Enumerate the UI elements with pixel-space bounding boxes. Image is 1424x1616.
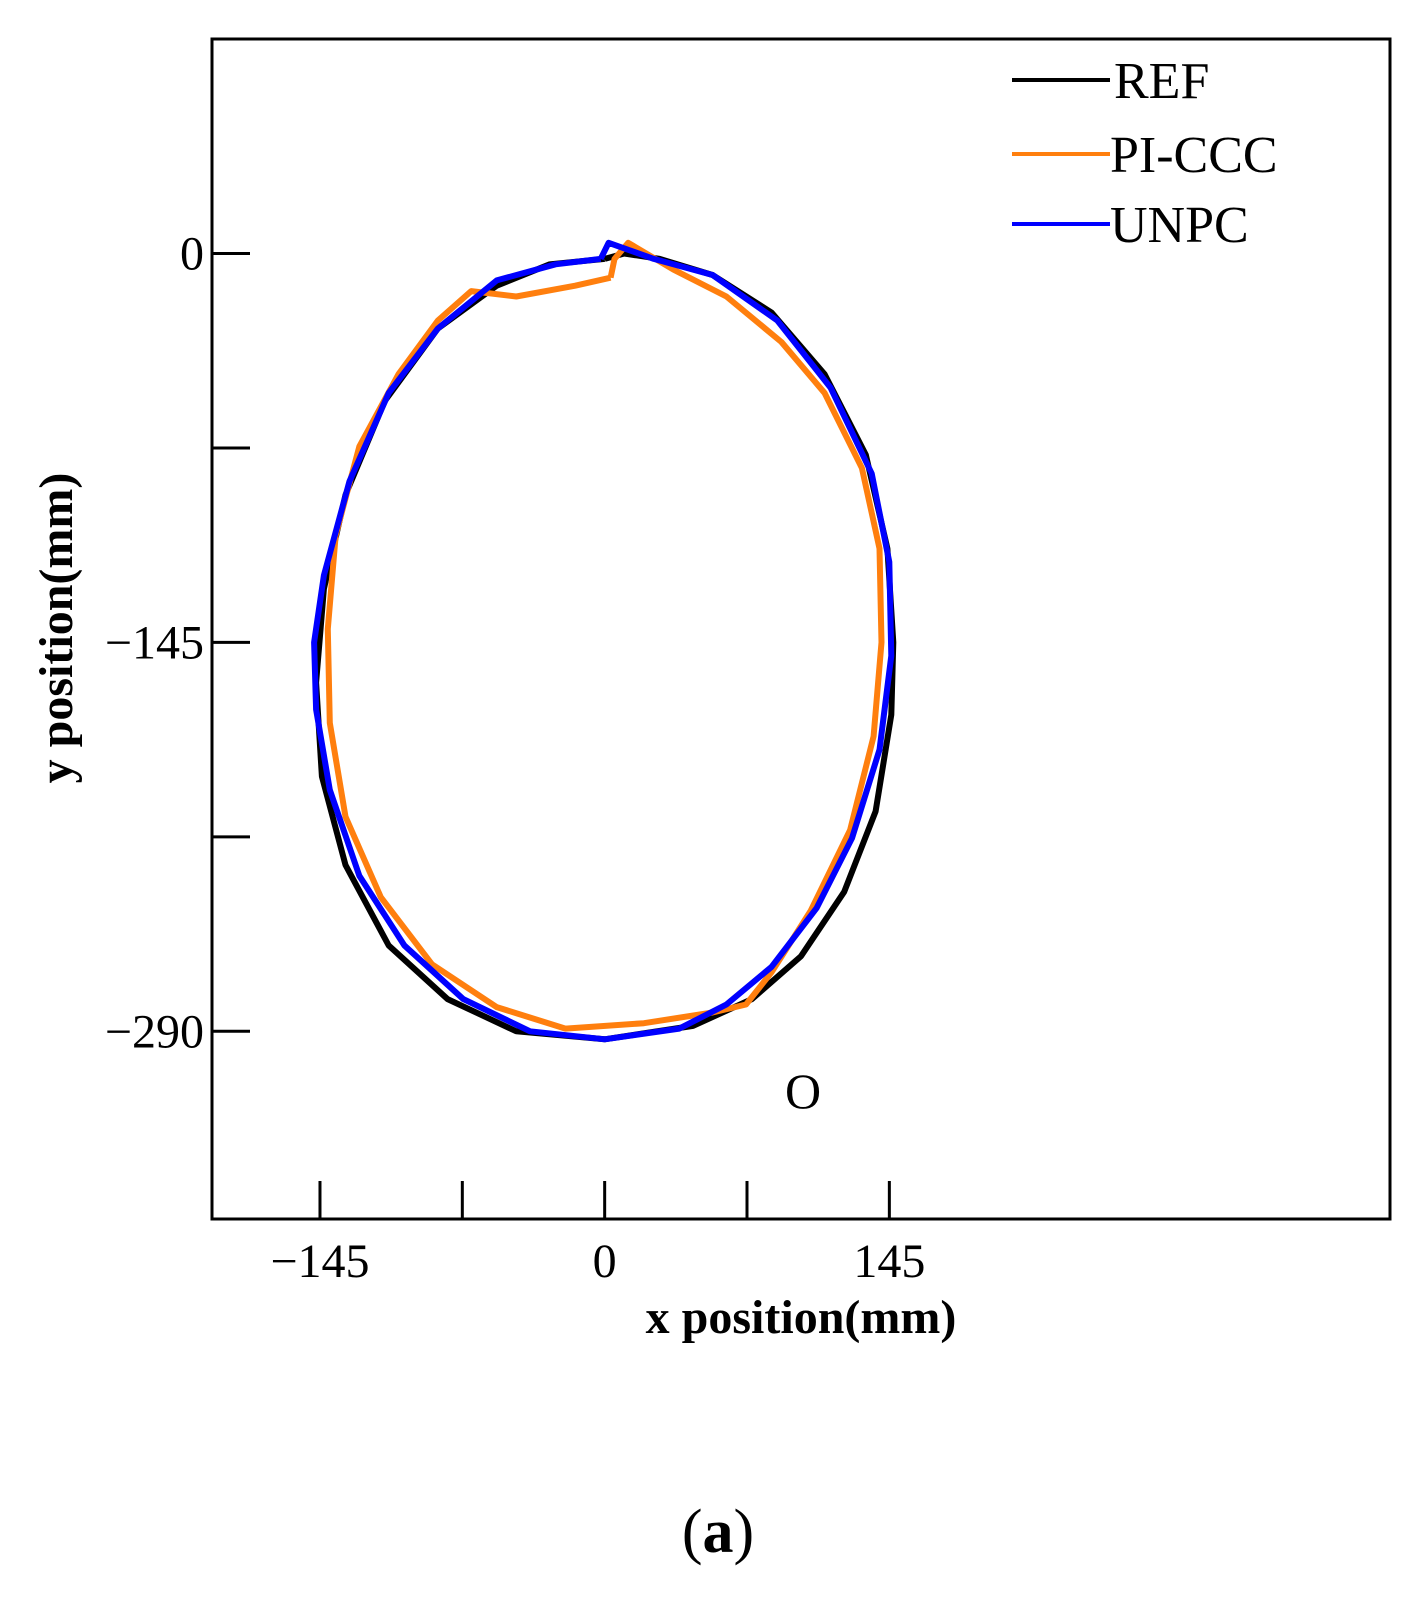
- x-tick-label-4: 145: [853, 1235, 925, 1288]
- plot-frame: [210, 37, 1392, 1221]
- panel-label: (a): [682, 1498, 754, 1566]
- annotation-origin: O: [785, 1063, 821, 1119]
- x-tick-label-2: 0: [593, 1235, 617, 1288]
- panel-label-open: (: [682, 1498, 703, 1566]
- legend-label-ref: REF: [1114, 53, 1209, 110]
- y-axis-label: y position(mm): [30, 473, 83, 784]
- panel-label-close: ): [734, 1498, 755, 1566]
- legend-label-pi-ccc: PI-CCC: [1110, 127, 1278, 184]
- panel-label-letter: a: [703, 1498, 734, 1566]
- x-tick-label-0: −145: [270, 1235, 369, 1288]
- series-line-unpc: [311, 239, 895, 1043]
- y-tick-label-4: −290: [105, 1005, 204, 1058]
- legend-label-unpc: UNPC: [1110, 197, 1249, 254]
- y-tick-label-0: 0: [180, 228, 204, 281]
- tick-layer: −145 0 145 0 −145 −290: [105, 228, 925, 1288]
- series-layer: [311, 239, 897, 1043]
- legend: REF PI-CCC UNPC: [1012, 53, 1278, 254]
- x-axis-label: x position(mm): [646, 1291, 957, 1344]
- y-tick-label-2: −145: [105, 616, 204, 669]
